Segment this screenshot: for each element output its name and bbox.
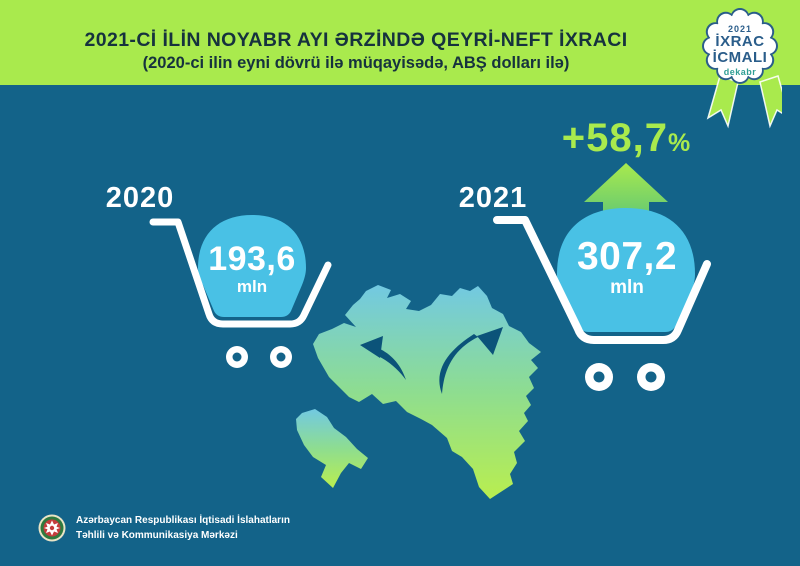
cart-2020-wheels-icon [226,346,292,368]
page-title: 2021-Cİ İLİN NOYABR AYI ƏRZİNDƏ QEYRİ-NE… [0,28,712,74]
title-line2: (2020-ci ilin eyni dövrü ilə müqayisədə,… [142,54,570,72]
unit-2020: mln [236,277,268,296]
value-2021: 307,2 [576,235,678,278]
year-label-2020: 2020 [105,182,175,214]
cart-2021-load [557,208,695,332]
cart-2021-icon [493,163,711,391]
cart-2020-load [198,215,306,317]
ribbon-tails-icon [706,75,782,129]
value-2020: 193,6 [208,240,296,278]
organization-line1: Azərbaycan Respublikası İqtisadi İslahat… [76,515,290,526]
footer: Azərbaycan Respublikası İqtisadi İslahat… [38,511,290,545]
organization-name: Azərbaycan Respublikası İqtisadi İslahat… [76,513,290,543]
cart-2020-frame [149,218,332,328]
title-line1: 2021-Cİ İLİN NOYABR AYI ƏRZİNDƏ QEYRİ-NE… [84,29,628,51]
badge-title-line2: İCMALI [712,49,768,66]
organization-line2: Təhlili və Kommunikasiya Mərkəzi [76,530,238,541]
cart-2020-icon [149,215,332,368]
header-band: 2021-Cİ İLİN NOYABR AYI ƏRZİNDƏ QEYRİ-NE… [0,0,800,85]
map-azerbaijan [296,285,541,499]
badge-year: 2021 [727,24,753,34]
year-label-2021: 2021 [458,182,528,214]
unit-2021: mln [610,277,644,298]
export-arrows-icon [360,327,503,394]
value-block-2020: 193,6 mln [193,241,311,296]
map-nakhchivan [296,409,368,488]
badge-month: dekabr [723,67,757,77]
growth-percentage: +58,7% [553,116,699,161]
growth-value: +58,7 [561,116,668,160]
value-block-2021: 307,2 mln [562,236,692,298]
cart-2021-frame [493,216,711,344]
award-badge: 2021 İXRAC İCMALI dekabr [698,6,782,146]
rosette-icon [702,8,782,129]
growth-percent-sign: % [667,129,691,157]
rosette-face [704,10,776,82]
state-emblem-logo [38,514,66,542]
badge-title-line1: İXRAC [715,33,765,50]
cart-2021-wheels-icon [585,363,665,391]
